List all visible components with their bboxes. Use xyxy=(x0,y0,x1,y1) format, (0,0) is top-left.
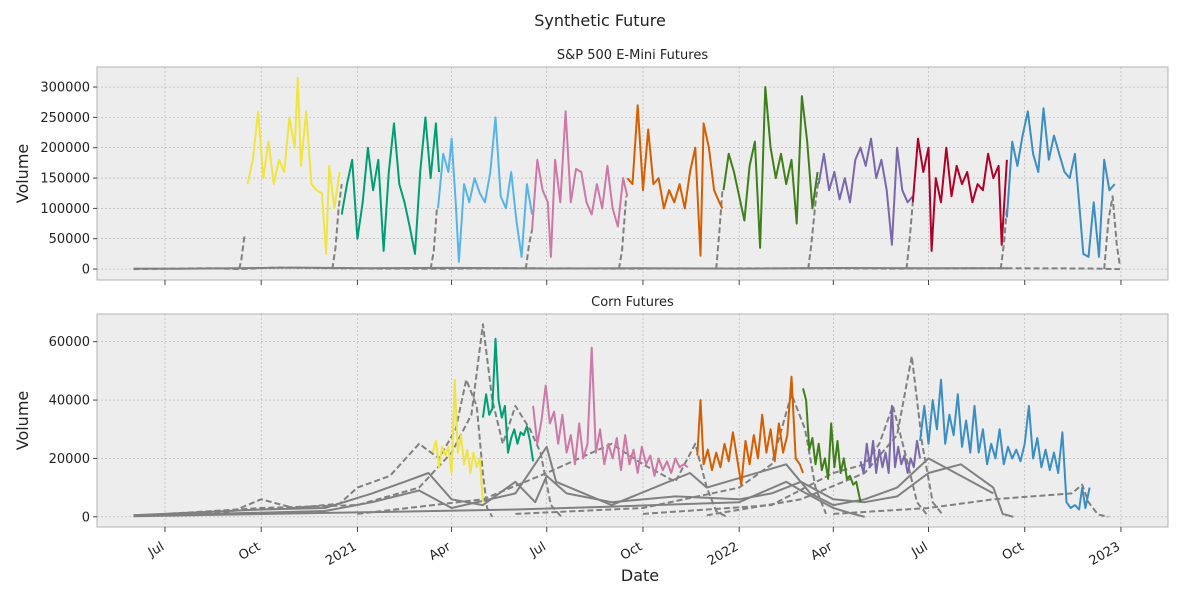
series-line-expiry-ramp xyxy=(905,202,914,270)
series-line-front-month xyxy=(722,86,819,249)
y-axis-label: Volume xyxy=(13,391,32,451)
series-line-other-contract xyxy=(357,442,728,518)
y-tick-label: 0 xyxy=(82,263,90,278)
series-line-front-month xyxy=(532,346,689,477)
series-line-front-month xyxy=(626,104,724,257)
y-tick-label: 0 xyxy=(82,510,90,525)
y-tick-label: 20000 xyxy=(49,452,90,467)
plot-area xyxy=(96,313,1169,528)
x-tick-label: Jul xyxy=(909,539,931,560)
series-line-front-month xyxy=(481,337,535,462)
series-line-front-month xyxy=(859,404,922,474)
y-tick-label: 40000 xyxy=(49,394,90,409)
x-tick-label: Jul xyxy=(145,539,167,560)
x-tick-label: Apr xyxy=(427,539,455,564)
series-line-front-month xyxy=(802,388,862,503)
series-group xyxy=(133,323,1109,518)
series-line-expiry-ramp xyxy=(1103,195,1121,270)
series-line-expiry-ramp xyxy=(238,235,246,270)
series-line-other-contract xyxy=(642,404,929,516)
series-line-expiry-ramp xyxy=(617,196,628,270)
panel-title: Corn Futures xyxy=(591,295,674,310)
x-tick-label: Jul xyxy=(527,539,549,560)
panel-corn: 0 20000 40000 60000 Jul Oct 2021 Apr Jul Oct 2022 A… xyxy=(13,295,1169,569)
series-line-front-month xyxy=(696,375,804,486)
y-tick-label: 300000 xyxy=(40,81,90,96)
panel-sp500: 0 50000 100000 150000 200000 250000 300000 S&P … xyxy=(13,48,1169,285)
y-tick-label: 150000 xyxy=(40,172,90,187)
series-line-front-month xyxy=(919,378,1091,511)
series-line-front-month xyxy=(431,378,484,503)
series-line-expiry-ramp xyxy=(331,183,343,270)
x-axis-label: Date xyxy=(621,566,659,585)
series-line-expiry-ramp xyxy=(807,177,820,270)
x-tick-label: 2022 xyxy=(705,539,741,569)
series-line-front-month xyxy=(437,116,534,263)
series-line-expiry-ramp xyxy=(429,208,438,270)
series-line-other-contract xyxy=(133,480,865,518)
x-tick-label: Oct xyxy=(618,539,645,563)
panel-title: S&P 500 E-Mini Futures xyxy=(557,48,708,63)
series-line-front-month xyxy=(911,137,1008,252)
y-tick-label: 200000 xyxy=(40,141,90,156)
y-tick-label: 250000 xyxy=(40,111,90,126)
series-line-front-month xyxy=(246,76,341,255)
series-line-front-month xyxy=(1005,107,1116,258)
series-group xyxy=(133,76,1121,271)
figure-title: Synthetic Future xyxy=(534,11,666,30)
series-line-front-month xyxy=(817,137,914,246)
y-tick-label: 100000 xyxy=(40,202,90,217)
y-axis-label: Volume xyxy=(13,144,32,204)
y-tick-label: 50000 xyxy=(49,232,90,247)
series-line-expiry-ramp xyxy=(999,208,1008,270)
x-tick-label: 2021 xyxy=(323,539,359,569)
series-line-front-month xyxy=(531,110,629,258)
series-line-baseline xyxy=(133,266,1009,270)
series-line-other-contract xyxy=(133,378,494,518)
series-line-other-contract xyxy=(133,445,994,517)
x-tick-label: Apr xyxy=(808,539,836,564)
series-line-other-contract xyxy=(833,483,1109,518)
x-tick-label: Oct xyxy=(1000,539,1027,563)
x-tick-label: 2023 xyxy=(1087,539,1123,569)
y-tick-label: 60000 xyxy=(49,335,90,350)
series-line-other-contract xyxy=(706,355,944,517)
series-line-other-contract xyxy=(133,463,1014,518)
series-line-front-month xyxy=(340,116,440,255)
x-tick-label: Oct xyxy=(236,539,263,563)
